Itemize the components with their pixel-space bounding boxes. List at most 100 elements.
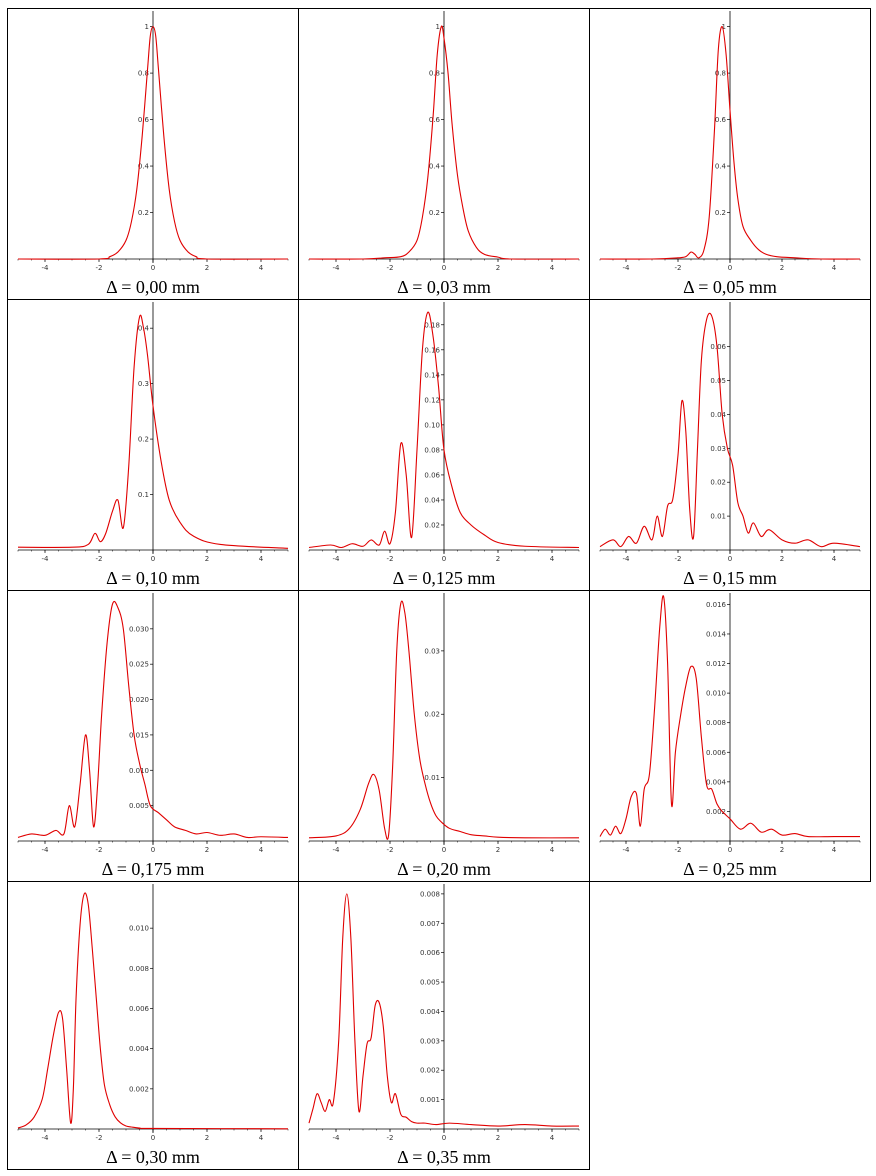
series-line [308,893,580,1127]
plot-svg: -4 -2 0 2 40.20.40.60.81 [308,11,580,272]
x-tick-label: 2 [496,846,500,854]
x-tick-label: -2 [387,1134,394,1142]
x-tick-label: 2 [205,846,209,854]
y-tick-label: 0.1 [138,491,149,499]
x-tick-label: -4 [333,846,341,854]
y-tick-label: 0.05 [710,377,726,385]
plot-svg: -4 -2 0 2 4 0.02 0.04 0.06 0.08 0.10 0.12 0.14 0.16 0… [308,302,580,563]
y-tick-label: 0.005 [420,979,440,987]
x-tick-label: -4 [623,264,631,272]
y-tick-label: 0.02 [424,711,440,719]
series-line [17,26,289,260]
series-line [308,600,580,840]
x-tick-label: 0 [442,555,446,563]
series-line [17,892,289,1130]
y-tick-label: 0.06 [424,471,440,479]
series-line [599,26,861,260]
x-tick-label: 2 [780,264,784,272]
panel-caption: Δ = 0,05 mm [683,277,777,297]
y-tick-label: 0.016 [706,601,727,609]
series-line [599,595,860,838]
x-tick-label: 2 [205,264,209,272]
panel-caption: Δ = 0,30 mm [106,1147,200,1167]
plot-panel-7: -4 -2 0 2 4 0.005 0.010 0.015 0.020 0.025 0.030 Δ =… [7,590,299,882]
x-tick-label: -4 [42,1134,50,1142]
plot-panel-8: -4 -2 0 2 4 0.01 0.02 0.03 Δ = 0,20 mm [298,590,590,882]
x-tick-label: 4 [550,555,555,563]
y-tick-label: 0.002 [706,808,726,816]
x-tick-label: 4 [259,1134,264,1142]
y-tick-label: 0.003 [420,1037,440,1045]
x-tick-label: 4 [550,1134,555,1142]
x-tick-label: -4 [42,555,50,563]
x-tick-label: -2 [387,264,394,272]
x-tick-label: 4 [832,264,837,272]
y-tick-label: 0.10 [424,421,440,429]
y-tick-label: 0.16 [424,346,440,354]
x-tick-label: -4 [623,846,631,854]
y-tick-label: 0.06 [710,343,726,351]
y-tick-label: 0.002 [420,1067,440,1075]
series-line [308,25,580,260]
y-tick-label: 0.6 [429,116,441,124]
y-tick-label: 0.01 [710,513,726,521]
x-tick-label: -4 [333,555,341,563]
x-tick-label: -4 [623,555,631,563]
panel-caption: Δ = 0,125 mm [392,568,496,588]
y-tick-label: 0.008 [129,965,149,973]
x-tick-label: 0 [151,846,155,854]
y-tick-label: 0.2 [429,209,440,217]
panel-caption: Δ = 0,00 mm [106,277,200,297]
y-tick-label: 0.2 [715,209,726,217]
y-tick-label: 0.015 [129,731,149,739]
y-tick-label: 0.010 [129,767,149,775]
x-tick-label: -2 [387,846,394,854]
plot-svg: -4 -2 0 2 4 0.002 0.004 0.006 0.008 0.010 0.012 0.0… [599,593,861,854]
x-tick-label: -4 [42,264,50,272]
y-tick-label: 0.02 [424,521,440,529]
y-tick-label: 0.6 [715,116,727,124]
y-tick-label: 0.008 [706,719,726,727]
y-tick-label: 0.8 [429,70,440,78]
series-line [308,311,580,549]
y-tick-label: 0.2 [138,436,149,444]
x-tick-label: -2 [96,846,103,854]
series-line [599,312,861,548]
x-tick-label: 0 [151,555,155,563]
y-tick-label: 0.03 [424,647,440,655]
x-tick-label: -2 [675,846,682,854]
y-tick-label: 1 [436,23,440,31]
plot-panel-1: -4 -2 0 2 4 0.2 0.4 0.6 0.8 1 Δ = 0,00 mm [7,8,299,300]
x-tick-label: 2 [496,1134,500,1142]
x-tick-label: 4 [832,555,837,563]
panel-caption: Δ = 0,03 mm [397,277,491,297]
y-tick-label: 0.8 [138,70,149,78]
y-tick-label: 0.12 [424,396,440,404]
plot-svg: -4 -2 0 2 40.10.20.30.4 [17,302,289,563]
plot-panel-10: -4 -2 0 2 4 0.002 0.004 0.006 0.008 0.010 Δ = 0,30… [7,881,299,1170]
y-tick-label: 0.3 [138,380,149,388]
plot-panel-4: -4 -2 0 2 4 0.1 0.2 0.3 0.4 Δ = 0,10 mm [7,299,299,591]
plot-svg: -4 -2 0 2 4 0.01 0.02 0.03 [308,593,580,854]
y-tick-label: 0.18 [424,321,440,329]
series-line [17,314,289,549]
plot-svg: -4 -2 0 2 4 0.01 0.02 0.03 0.04 0.05 0.06 [599,302,861,563]
y-tick-label: 0.002 [129,1085,149,1093]
y-tick-label: 0.03 [710,445,726,453]
y-tick-label: 0.8 [715,70,726,78]
x-tick-label: -2 [96,264,103,272]
y-tick-label: 0.006 [129,1005,150,1013]
x-tick-label: -2 [387,555,394,563]
plot-panel-11: -4 -2 0 2 4 0.001 0.002 0.003 0.004 0.005 0.006 0.0… [298,881,590,1170]
plot-svg: -4 -2 0 2 4 0.001 0.002 0.003 0.004 0.005 0.006 0.0… [308,884,580,1142]
y-tick-label: 0.004 [129,1045,150,1053]
y-tick-label: 0.012 [706,660,726,668]
plot-panel-5: -4 -2 0 2 4 0.02 0.04 0.06 0.08 0.10 0.12 0.14 0.16 0… [298,299,590,591]
plot-svg: -4 -2 0 2 40.20.40.60.81 [17,11,289,272]
y-tick-label: 0.4 [429,163,441,171]
y-tick-label: 0.030 [129,625,149,633]
x-tick-label: 4 [550,846,555,854]
empty-cell [589,881,871,1170]
figure-grid: -4 -2 0 2 4 0.2 0.4 0.6 0.8 1 Δ = 0,00 mm -4 -2 0 2 4 0.… [7,8,871,1170]
y-tick-label: 0.010 [129,925,149,933]
